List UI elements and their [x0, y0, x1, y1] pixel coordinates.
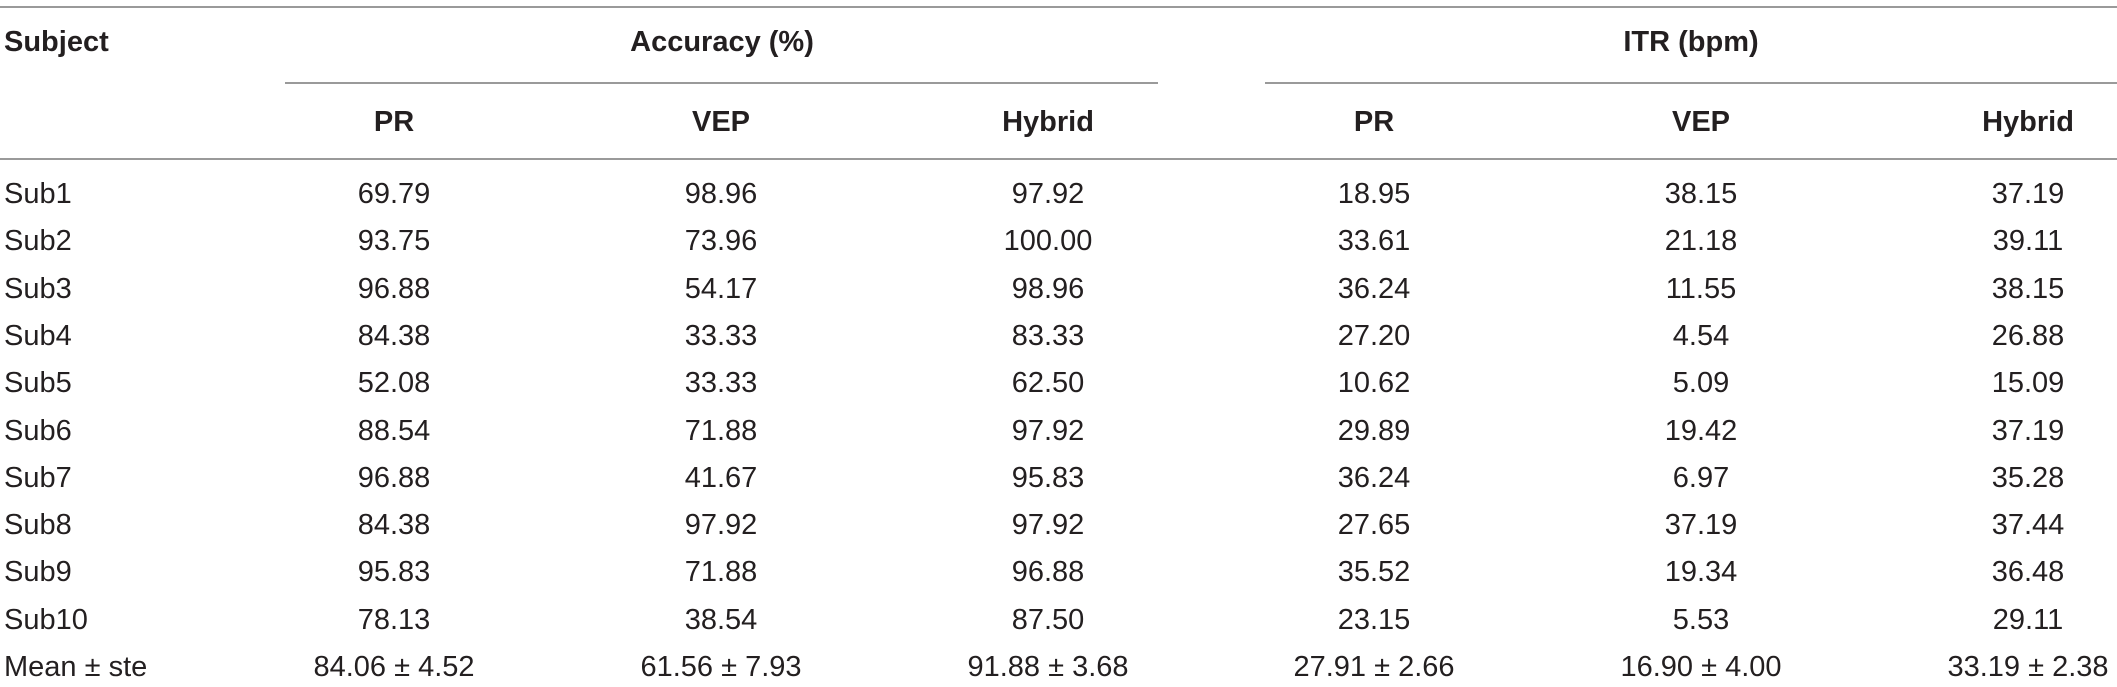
- table-cell: 33.61: [1337, 225, 1411, 258]
- table-cell: 88.54: [357, 414, 431, 447]
- table-cell: 73.96: [684, 225, 758, 258]
- table-cell: 100.00: [1003, 225, 1093, 258]
- table-cell: 35.52: [1337, 556, 1411, 589]
- table-cell: 97.92: [684, 509, 758, 542]
- table-cell: 41.67: [684, 461, 758, 494]
- table-cell: 36.48: [1991, 556, 2065, 589]
- table-cell: 11.55: [1665, 272, 1737, 305]
- column-header-pr-itr: PR: [1353, 106, 1395, 138]
- table-cell: 38.54: [684, 603, 758, 636]
- table-cell: 36.24: [1337, 461, 1411, 494]
- table-cell: 52.08: [357, 367, 431, 400]
- table-cell: 27.91 ± 2.66: [1293, 651, 1455, 683]
- column-header-hybrid-itr: Hybrid: [1982, 106, 2074, 138]
- accuracy-group-rule: [285, 82, 1158, 84]
- table-cell: 27.65: [1337, 509, 1411, 542]
- table-cell: 95.83: [1011, 461, 1085, 494]
- table-cell: 96.88: [357, 461, 431, 494]
- row-subject-label: Sub2: [4, 225, 72, 258]
- itr-group-rule: [1265, 82, 2117, 84]
- table-cell: 37.19: [1991, 414, 2065, 447]
- table-cell: 78.13: [357, 603, 431, 636]
- row-subject-label: Sub6: [4, 414, 72, 447]
- row-subject-label: Mean ± ste: [4, 651, 148, 683]
- table-cell: 71.88: [684, 556, 758, 589]
- table-cell: 29.11: [1992, 603, 2064, 636]
- table-cell: 97.92: [1011, 414, 1085, 447]
- table-cell: 33.19 ± 2.38: [1947, 651, 2109, 683]
- table-cell: 26.88: [1991, 319, 2065, 352]
- table-cell: 21.18: [1664, 225, 1738, 258]
- row-subject-label: Sub4: [4, 319, 72, 352]
- table-cell: 83.33: [1011, 319, 1085, 352]
- row-subject-label: Sub9: [4, 556, 72, 589]
- table-cell: 84.38: [357, 319, 431, 352]
- column-header-vep-itr: VEP: [1671, 106, 1731, 138]
- table-cell: 62.50: [1011, 367, 1085, 400]
- table-cell: 5.09: [1672, 367, 1730, 400]
- table-cell: 87.50: [1011, 603, 1085, 636]
- accuracy-group-header: Accuracy (%): [630, 26, 814, 58]
- top-rule: [0, 6, 2117, 8]
- table-cell: 35.28: [1991, 461, 2065, 494]
- table-cell: 33.33: [684, 319, 758, 352]
- table-cell: 96.88: [357, 272, 431, 305]
- table-cell: 33.33: [684, 367, 758, 400]
- row-subject-label: Sub8: [4, 509, 72, 542]
- table-cell: 19.34: [1664, 556, 1738, 589]
- table-cell: 27.20: [1337, 319, 1411, 352]
- table-cell: 23.15: [1337, 603, 1411, 636]
- row-subject-label: Sub3: [4, 272, 72, 305]
- table-cell: 84.38: [357, 509, 431, 542]
- table-cell: 61.56 ± 7.93: [640, 651, 802, 683]
- table-cell: 37.19: [1664, 509, 1738, 542]
- table-cell: 96.88: [1011, 556, 1085, 589]
- row-subject-label: Sub1: [4, 178, 72, 210]
- column-header-vep-accuracy: VEP: [691, 106, 751, 138]
- table-cell: 37.19: [1991, 178, 2065, 210]
- table-cell: 37.44: [1991, 509, 2065, 542]
- table-cell: 4.54: [1672, 319, 1730, 352]
- table-cell: 98.96: [1011, 272, 1085, 305]
- table-cell: 36.24: [1337, 272, 1411, 305]
- header-rule: [0, 158, 2117, 160]
- table-cell: 39.11: [1992, 225, 2064, 258]
- table-cell: 29.89: [1337, 414, 1411, 447]
- table-cell: 6.97: [1672, 461, 1730, 494]
- table-cell: 69.79: [357, 178, 431, 210]
- table-cell: 19.42: [1664, 414, 1738, 447]
- table-cell: 97.92: [1011, 509, 1085, 542]
- table-cell: 18.95: [1337, 178, 1411, 210]
- itr-group-header: ITR (bpm): [1623, 26, 1759, 58]
- table-cell: 71.88: [684, 414, 758, 447]
- table-cell: 15.09: [1991, 367, 2065, 400]
- row-subject-label: Sub10: [4, 603, 88, 636]
- table-cell: 97.92: [1011, 178, 1085, 210]
- subject-header: Subject: [4, 26, 109, 58]
- table-cell: 91.88 ± 3.68: [967, 651, 1129, 683]
- column-header-pr-accuracy: PR: [373, 106, 415, 138]
- table-cell: 38.15: [1664, 178, 1738, 210]
- column-header-hybrid-accuracy: Hybrid: [1002, 106, 1094, 138]
- table-cell: 10.62: [1337, 367, 1411, 400]
- table-cell: 38.15: [1991, 272, 2065, 305]
- table-cell: 5.53: [1672, 603, 1730, 636]
- table-cell: 16.90 ± 4.00: [1620, 651, 1782, 683]
- table-cell: 93.75: [357, 225, 431, 258]
- table-cell: 98.96: [684, 178, 758, 210]
- table-cell: 95.83: [357, 556, 431, 589]
- table-cell: 84.06 ± 4.52: [313, 651, 475, 683]
- row-subject-label: Sub7: [4, 461, 72, 494]
- row-subject-label: Sub5: [4, 367, 72, 400]
- table-cell: 54.17: [684, 272, 758, 305]
